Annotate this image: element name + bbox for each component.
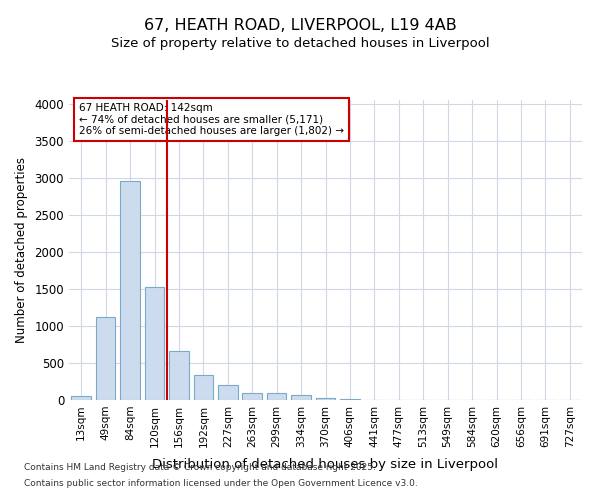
Bar — [194, 375, 213, 400]
Bar — [71, 396, 91, 400]
Bar — [145, 286, 164, 400]
X-axis label: Distribution of detached houses by size in Liverpool: Distribution of detached houses by size … — [152, 458, 499, 471]
Text: 67, HEATH ROAD, LIVERPOOL, L19 4AB: 67, HEATH ROAD, LIVERPOOL, L19 4AB — [143, 18, 457, 32]
Bar — [120, 182, 140, 400]
Bar — [267, 392, 286, 400]
Y-axis label: Number of detached properties: Number of detached properties — [14, 157, 28, 343]
Text: Contains public sector information licensed under the Open Government Licence v3: Contains public sector information licen… — [24, 478, 418, 488]
Bar — [96, 317, 115, 400]
Bar — [291, 395, 311, 400]
Bar — [316, 398, 335, 400]
Text: Size of property relative to detached houses in Liverpool: Size of property relative to detached ho… — [110, 38, 490, 51]
Bar — [218, 385, 238, 400]
Text: 67 HEATH ROAD: 142sqm
← 74% of detached houses are smaller (5,171)
26% of semi-d: 67 HEATH ROAD: 142sqm ← 74% of detached … — [79, 103, 344, 136]
Bar — [340, 398, 360, 400]
Bar — [242, 392, 262, 400]
Bar — [169, 351, 188, 400]
Text: Contains HM Land Registry data © Crown copyright and database right 2025.: Contains HM Land Registry data © Crown c… — [24, 464, 376, 472]
